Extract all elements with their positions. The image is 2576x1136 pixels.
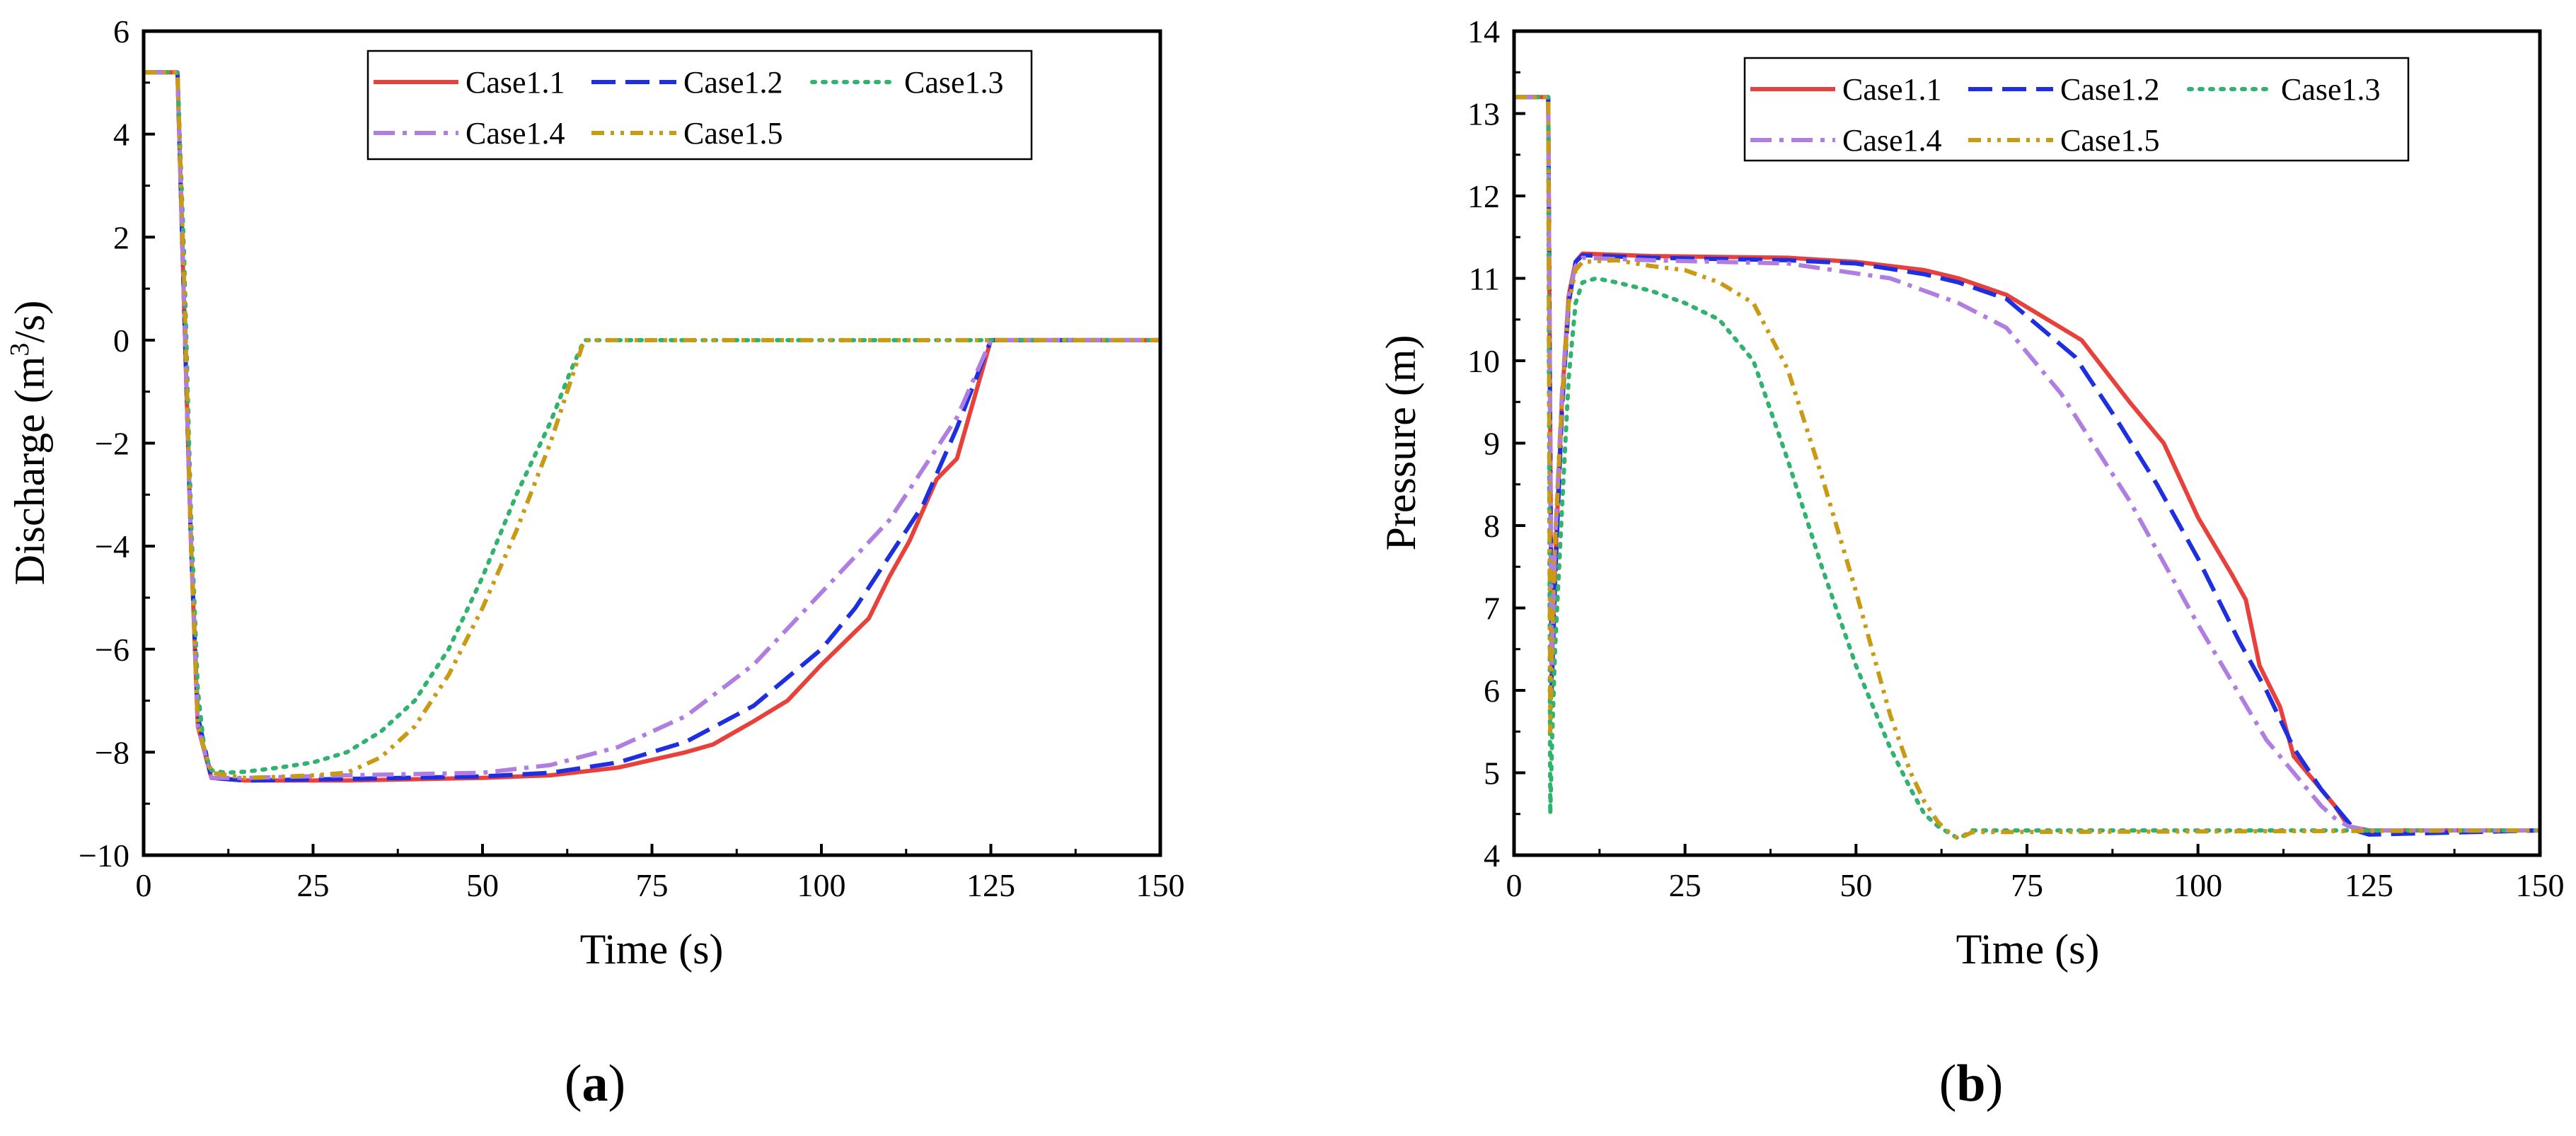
series-line-case1-4 <box>1514 95 2540 833</box>
x-tick-label: 75 <box>2011 867 2043 903</box>
x-tick-label: 150 <box>2516 867 2565 903</box>
y-tick-label: 8 <box>1484 508 1500 544</box>
y-tick-label: −8 <box>95 734 129 770</box>
legend-label: Case1.5 <box>2060 123 2160 158</box>
y-tick-label: 6 <box>113 13 129 50</box>
x-axis-title: Time (s) <box>580 926 724 973</box>
x-tick-label: 50 <box>466 867 499 903</box>
legend-box <box>1743 57 2410 162</box>
legend-label: Case1.5 <box>683 116 783 151</box>
x-tick-label: 100 <box>2173 867 2222 903</box>
panel-a: 0 25 50 75 100 125 150 −10 −8 −6 −4 −2 0 2 4 6 Time (s) D… <box>5 13 1185 1113</box>
legend-box <box>366 50 1033 161</box>
series-group <box>1514 95 2540 841</box>
panel-label: (a) <box>565 1055 625 1113</box>
panel-label: (b) <box>1939 1055 2003 1113</box>
legend-label: Case1.4 <box>1842 123 1942 158</box>
legend-label: Case1.4 <box>466 116 565 151</box>
y-tick-label: 5 <box>1484 755 1500 792</box>
x-axis-title: Time (s) <box>1956 926 2100 973</box>
y-tick-label: 6 <box>1484 673 1500 709</box>
x-tick-label: 150 <box>1136 867 1185 903</box>
series-group <box>144 70 1160 783</box>
y-tick-label: −2 <box>95 426 129 462</box>
series-line-case1-3 <box>1514 95 2540 841</box>
legend: Case1.1 Case1.2 Case1.3 Case1.4 Case1.5 <box>366 50 1033 161</box>
y-tick-label: −10 <box>79 837 129 874</box>
x-tick-label: 125 <box>2345 867 2393 903</box>
panel-b: 0 25 50 75 100 125 150 4 5 6 7 8 9 10 11 12 13 14 Time (s)… <box>1377 13 2565 1113</box>
legend-label: Case1.1 <box>466 65 565 100</box>
y-tick-label: 10 <box>1467 343 1500 379</box>
x-tick-label: 125 <box>966 867 1015 903</box>
x-tick-label: 25 <box>1669 867 1702 903</box>
y-tick-label: 11 <box>1469 261 1500 297</box>
legend-label: Case1.2 <box>683 65 783 100</box>
series-line-case1-2 <box>144 70 1160 783</box>
y-tick-label: 12 <box>1467 178 1500 214</box>
x-tick-label: 25 <box>297 867 330 903</box>
y-tick-label: 0 <box>113 323 129 359</box>
x-tick-label: 100 <box>797 867 846 903</box>
legend-label: Case1.1 <box>1842 72 1942 107</box>
series-line-case1-5 <box>144 70 1160 780</box>
x-tick-label: 0 <box>1506 867 1523 903</box>
series-line-case1-5 <box>1514 95 2540 841</box>
legend: Case1.1 Case1.2 Case1.3 Case1.4 Case1.5 <box>1743 57 2410 162</box>
y-tick-label: 4 <box>113 117 129 153</box>
x-tick-label: 50 <box>1839 867 1872 903</box>
y-tick-label: 7 <box>1484 591 1500 627</box>
y-tick-label: −6 <box>95 632 129 668</box>
legend-label: Case1.3 <box>904 65 1004 100</box>
y-tick-label: 13 <box>1467 96 1500 132</box>
x-tick-label: 75 <box>636 867 669 903</box>
y-tick-label: 9 <box>1484 426 1500 462</box>
legend-label: Case1.3 <box>2281 72 2381 107</box>
y-tick-label: 2 <box>113 219 129 255</box>
y-tick-label: −4 <box>95 528 129 564</box>
y-tick-label: 4 <box>1484 837 1500 874</box>
legend-label: Case1.2 <box>2060 72 2160 107</box>
y-axis-title: Pressure (m) <box>1377 335 1424 551</box>
y-axis-title: Discharge (m3/s) <box>5 301 53 586</box>
y-tick-label: 14 <box>1467 13 1500 50</box>
x-tick-label: 0 <box>136 867 152 903</box>
